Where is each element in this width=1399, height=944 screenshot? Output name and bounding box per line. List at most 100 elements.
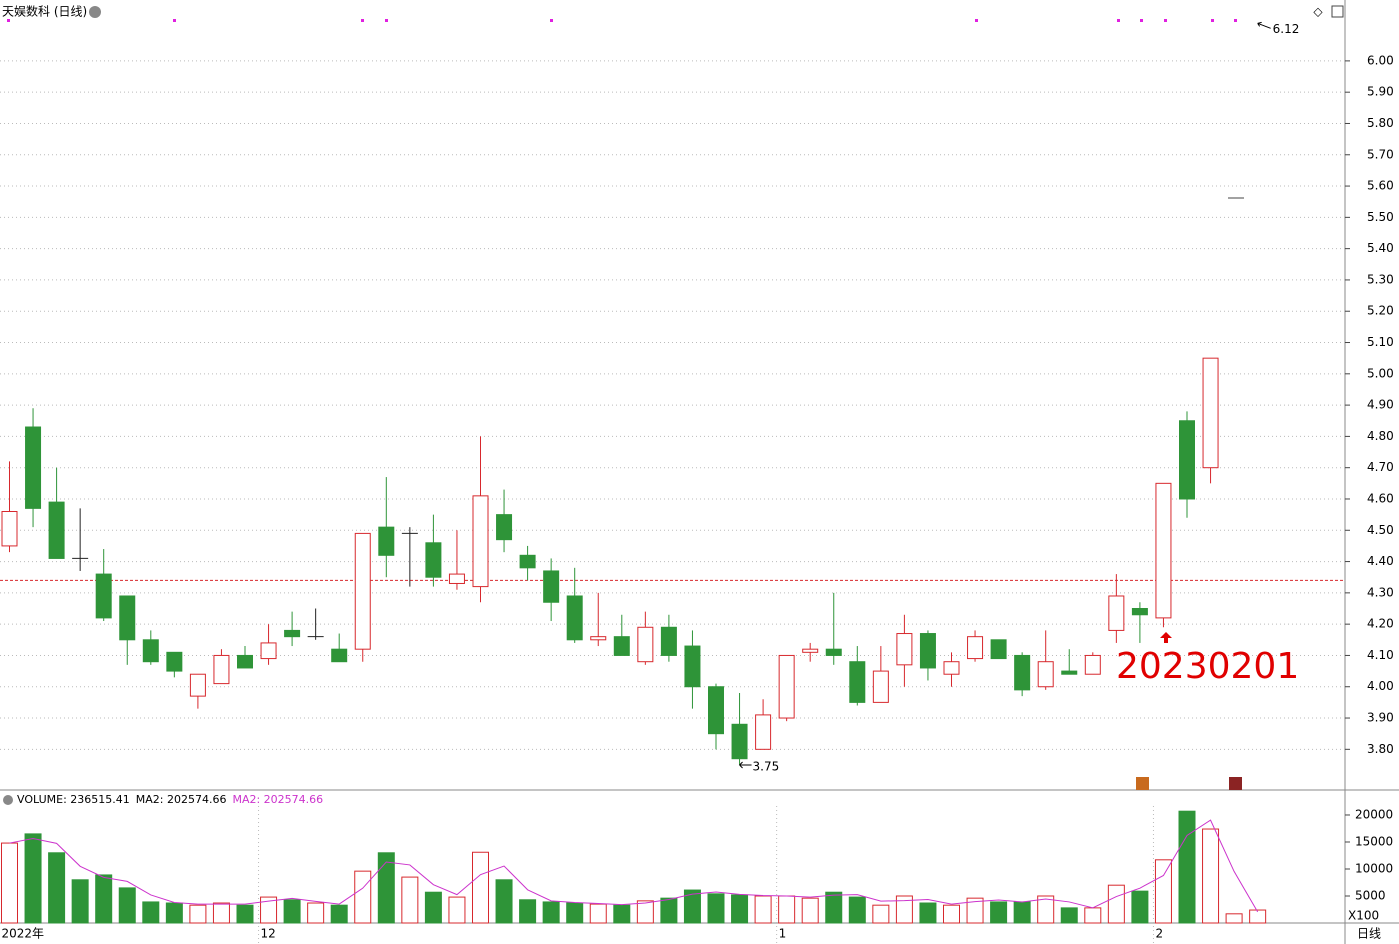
volume-bar	[448, 896, 466, 924]
volume-bar	[1060, 907, 1078, 924]
min-price-arrow	[739, 761, 752, 769]
candle-body	[566, 595, 583, 641]
period-label: 日线	[1357, 927, 1381, 941]
candle-body	[708, 686, 724, 735]
y-tick-label: 4.70	[1367, 460, 1394, 474]
volume-bar	[260, 896, 278, 924]
candle-body	[849, 661, 866, 703]
candle-body	[1, 510, 18, 547]
candle-body	[778, 654, 795, 719]
volume-bar	[1202, 828, 1220, 924]
y-tick-label: 5000	[1355, 888, 1386, 902]
volume-legend: MA2: 202574.66	[136, 793, 227, 806]
candle-body	[825, 648, 842, 656]
volume-bar	[1225, 913, 1243, 924]
y-tick-label: 4.30	[1367, 585, 1394, 599]
volume-bar	[1037, 895, 1055, 924]
candle-body	[755, 714, 772, 750]
volume-legend: MA2: 202574.66	[232, 793, 323, 806]
date-annotation: 20230201	[1116, 646, 1299, 687]
unit-label: X100	[1348, 909, 1379, 923]
candle-body	[496, 514, 513, 541]
volume-bar	[683, 889, 701, 924]
y-tick-label: 5.50	[1367, 210, 1394, 224]
candle-body	[543, 570, 560, 603]
y-tick-label: 5.20	[1367, 304, 1394, 318]
y-tick-label: 5.30	[1367, 272, 1394, 286]
candle-body	[213, 654, 230, 685]
y-tick-label: 20000	[1355, 807, 1393, 821]
forecast-badge	[1136, 777, 1149, 790]
y-tick-label: 4.20	[1367, 617, 1394, 631]
candle-body	[378, 526, 395, 556]
candle-body	[1084, 654, 1101, 675]
y-tick-label: 5.70	[1367, 147, 1394, 161]
candle-body	[990, 639, 1007, 660]
candle-body	[166, 651, 183, 672]
volume-bar	[731, 894, 749, 924]
volume-bar	[236, 904, 254, 924]
volume-bar	[542, 901, 560, 924]
candle-body	[660, 626, 677, 656]
volume-bar	[95, 874, 113, 924]
volume-bar	[754, 895, 772, 924]
max-price-label: 6.12	[1273, 22, 1300, 36]
candle-body	[189, 673, 206, 697]
panel-icon[interactable]	[1331, 5, 1344, 18]
chart-title: 天娱数科 (日线)	[2, 4, 87, 19]
y-tick-label: 4.10	[1367, 648, 1394, 662]
candle-body	[260, 642, 277, 660]
candle-body	[1202, 357, 1219, 469]
title-menu-icon[interactable]	[89, 6, 101, 18]
volume-bar	[1154, 859, 1172, 924]
candle-body	[425, 542, 442, 578]
y-tick-label: 4.80	[1367, 429, 1394, 443]
volume-bar	[495, 879, 513, 924]
volume-bar	[1178, 810, 1196, 924]
volume-bar	[966, 897, 984, 924]
signal-dots	[7, 19, 1237, 22]
volume-menu-icon[interactable]	[3, 795, 13, 805]
volume-bar	[1131, 890, 1149, 924]
y-tick-label: 4.50	[1367, 523, 1394, 537]
candle-body	[519, 554, 536, 569]
ma-line	[9, 819, 1259, 913]
volume-bar	[354, 870, 372, 924]
candle-body	[1155, 482, 1172, 619]
y-tick-label: 4.60	[1367, 491, 1394, 505]
volume-bar	[48, 852, 66, 924]
volume-bar	[895, 895, 913, 924]
volume-bar	[1084, 907, 1102, 924]
candle-body	[284, 629, 301, 638]
volume-bar	[118, 887, 136, 924]
volume-legend: VOLUME: 236515.41	[17, 793, 130, 806]
volume-bar	[377, 852, 395, 924]
candle-body	[872, 670, 889, 703]
volume-bar	[919, 902, 937, 924]
candle-body	[919, 633, 936, 669]
candle-body	[95, 573, 112, 619]
volume-bar	[330, 904, 348, 924]
x-tick-label: 12	[261, 927, 276, 941]
volume-bar	[636, 900, 654, 924]
volume-bar	[24, 833, 42, 924]
candle-body	[472, 495, 489, 588]
candle-body	[613, 636, 630, 656]
volume-bar	[189, 904, 207, 924]
volume-bar	[825, 891, 843, 924]
volume-bar	[801, 897, 819, 924]
diamond-icon[interactable]: ◇	[1313, 5, 1323, 19]
y-tick-label: 5.90	[1367, 85, 1394, 99]
candle-body	[684, 645, 701, 688]
min-price-label: 3.75	[753, 759, 780, 773]
x-tick-label: 2022年	[2, 927, 45, 941]
y-tick-label: 3.80	[1367, 742, 1394, 756]
y-tick-label: 15000	[1355, 834, 1393, 848]
candle-body	[802, 648, 819, 653]
candle-body	[943, 661, 960, 675]
volume-bar	[872, 904, 890, 924]
volume-bar	[142, 901, 160, 924]
y-tick-label: 5.00	[1367, 366, 1394, 380]
